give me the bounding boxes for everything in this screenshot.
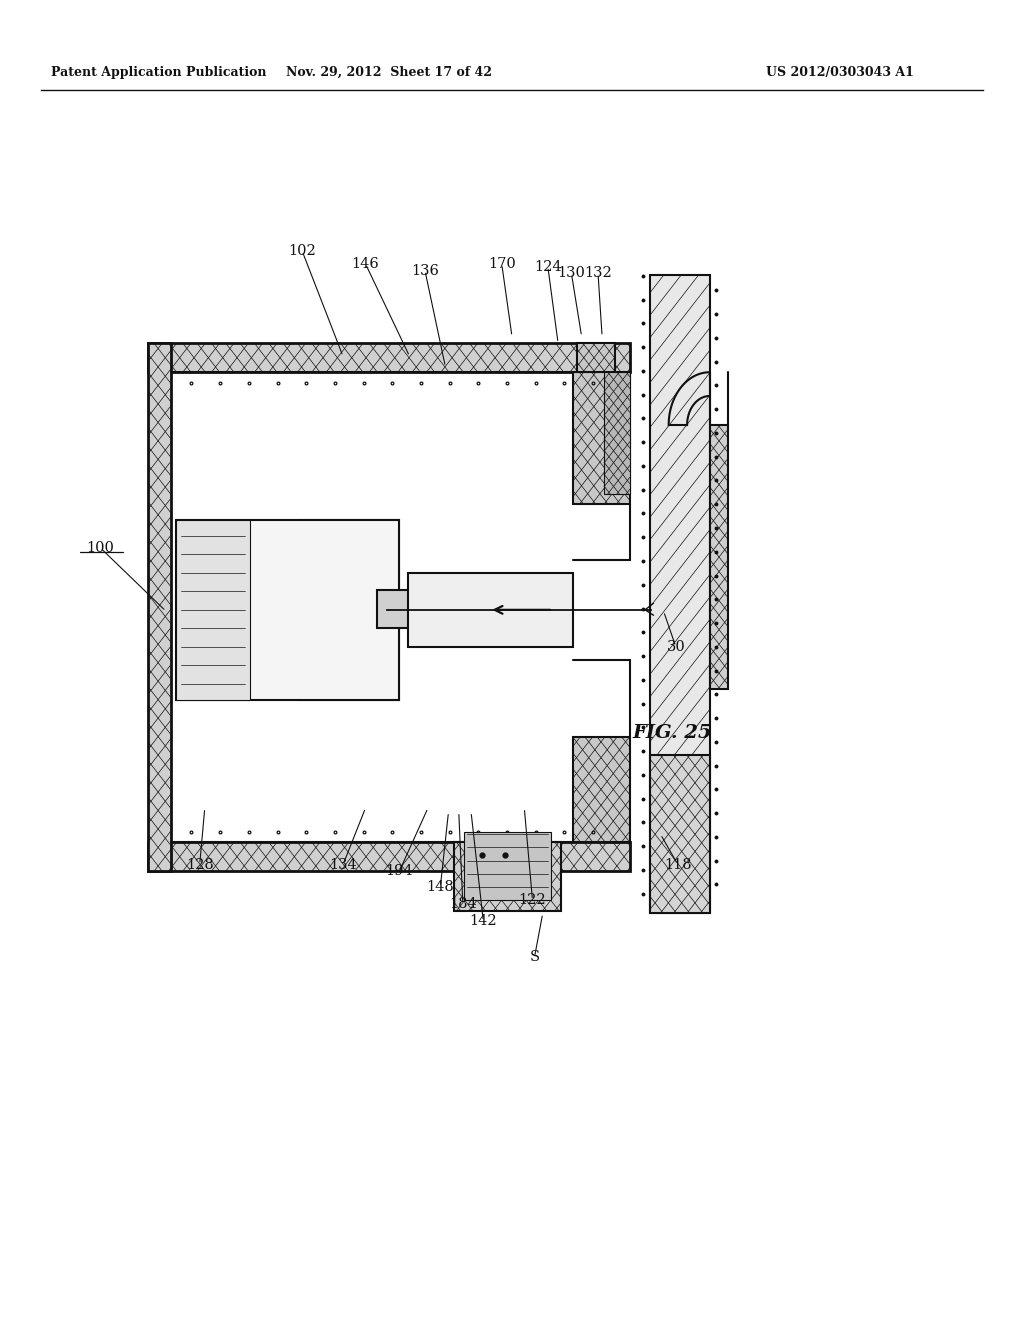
Bar xyxy=(408,573,573,647)
Bar xyxy=(454,842,561,911)
Bar xyxy=(604,372,630,494)
Text: 102: 102 xyxy=(288,244,316,257)
Text: Nov. 29, 2012  Sheet 17 of 42: Nov. 29, 2012 Sheet 17 of 42 xyxy=(286,66,493,79)
Bar xyxy=(148,343,630,372)
Text: 184: 184 xyxy=(449,898,477,911)
Text: 130: 130 xyxy=(557,267,586,280)
Text: US 2012/0303043 A1: US 2012/0303043 A1 xyxy=(766,66,913,79)
Bar xyxy=(573,372,630,504)
Text: S: S xyxy=(529,950,540,964)
Bar xyxy=(464,832,551,900)
Bar xyxy=(650,275,710,913)
Text: 142: 142 xyxy=(470,915,497,928)
Text: 100: 100 xyxy=(86,541,115,554)
Bar xyxy=(710,425,728,689)
Bar xyxy=(148,842,630,871)
Bar xyxy=(573,737,630,842)
Text: 118: 118 xyxy=(665,858,691,871)
Text: 124: 124 xyxy=(535,260,561,273)
Text: 134: 134 xyxy=(329,858,357,871)
Text: Patent Application Publication: Patent Application Publication xyxy=(51,66,266,79)
Text: 132: 132 xyxy=(584,267,612,280)
Bar xyxy=(377,590,412,628)
Bar xyxy=(176,520,399,700)
Bar xyxy=(176,520,250,700)
Text: 194: 194 xyxy=(386,865,413,878)
Bar xyxy=(577,343,615,372)
Bar xyxy=(148,343,171,871)
Text: 148: 148 xyxy=(426,880,455,894)
Bar xyxy=(299,520,399,700)
Text: FIG. 25: FIG. 25 xyxy=(633,723,713,742)
Bar xyxy=(650,755,710,913)
Text: 30: 30 xyxy=(667,640,685,653)
Text: 136: 136 xyxy=(411,264,439,277)
Text: 170: 170 xyxy=(487,257,516,271)
Text: 122: 122 xyxy=(519,894,546,907)
Text: 146: 146 xyxy=(351,257,380,271)
Text: 128: 128 xyxy=(185,858,214,871)
